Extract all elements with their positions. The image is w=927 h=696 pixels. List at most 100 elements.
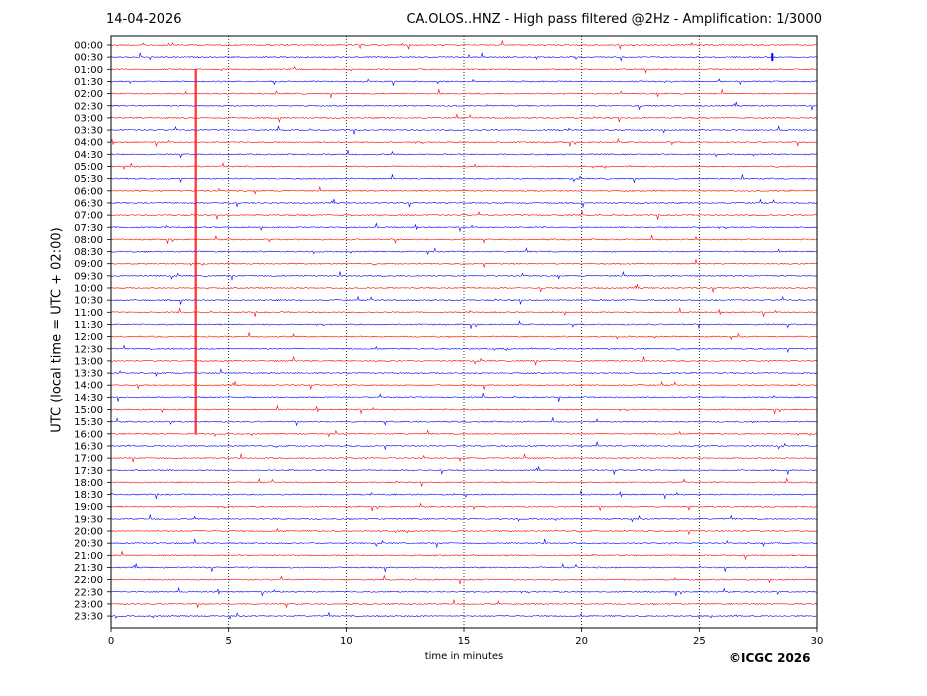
x-tick-label: 30 xyxy=(811,636,824,647)
trace-row xyxy=(110,538,818,549)
row-label: 11:00 xyxy=(74,308,103,319)
row-label: 19:30 xyxy=(74,514,103,525)
row-label: 10:30 xyxy=(74,296,103,307)
row-label: 14:30 xyxy=(74,393,103,404)
row-label: 17:00 xyxy=(74,454,103,465)
trace-row xyxy=(110,270,818,281)
row-label: 06:30 xyxy=(74,198,103,209)
row-label: 21:30 xyxy=(74,563,103,574)
trace-row xyxy=(110,344,818,354)
chart-date: 14-04-2026 xyxy=(106,12,182,27)
row-label: 17:30 xyxy=(74,466,103,477)
row-label: 00:30 xyxy=(74,53,103,64)
row-label: 23:30 xyxy=(74,612,103,623)
trace-row xyxy=(110,210,818,220)
trace-row xyxy=(110,611,818,620)
trace-row xyxy=(110,550,818,560)
trace-row xyxy=(110,429,818,438)
trace-row xyxy=(110,149,818,159)
row-label: 03:30 xyxy=(74,126,103,137)
trace-row xyxy=(110,162,818,171)
row-label: 11:30 xyxy=(74,320,103,331)
trace-row xyxy=(110,356,818,366)
x-tick-label: 5 xyxy=(225,636,231,647)
trace-row xyxy=(110,404,818,415)
trace-row xyxy=(110,307,818,318)
row-label: 18:30 xyxy=(74,490,103,501)
row-label: 15:00 xyxy=(74,405,103,416)
row-label: 20:00 xyxy=(74,527,103,538)
chart-title: CA.OLOS..HNZ - High pass filtered @2Hz -… xyxy=(406,12,822,27)
copyright: ©ICGC 2026 xyxy=(729,651,811,665)
row-label: 15:30 xyxy=(74,417,103,428)
trace-row xyxy=(110,101,818,111)
trace-row xyxy=(110,393,818,402)
row-label: 19:00 xyxy=(74,502,103,513)
row-label: 06:00 xyxy=(74,186,103,197)
row-label: 18:00 xyxy=(74,478,103,489)
trace-row xyxy=(110,174,818,184)
trace-row xyxy=(110,367,818,377)
row-label: 22:00 xyxy=(74,575,103,586)
row-label: 22:30 xyxy=(74,587,103,598)
trace-row xyxy=(110,320,818,330)
row-label: 08:00 xyxy=(74,235,103,246)
trace-row xyxy=(110,514,818,523)
x-axis-label: time in minutes xyxy=(424,651,504,662)
row-label: 14:00 xyxy=(74,381,103,392)
row-label: 04:00 xyxy=(74,138,103,149)
trace-row xyxy=(110,65,818,74)
trace-row xyxy=(110,284,818,293)
trace-row xyxy=(110,247,818,256)
x-axis: 0 5 10 15 20 25 30 xyxy=(108,628,824,647)
event-spike xyxy=(194,69,197,434)
trace-row xyxy=(110,599,818,609)
row-label: 03:00 xyxy=(74,113,103,124)
trace-row xyxy=(110,185,818,195)
row-label: 13:30 xyxy=(74,369,103,380)
trace-row xyxy=(110,235,818,245)
row-label: 05:30 xyxy=(74,174,103,185)
row-label: 21:00 xyxy=(74,551,103,562)
trace-row xyxy=(110,88,818,99)
row-label: 09:30 xyxy=(74,271,103,282)
row-label: 04:30 xyxy=(74,150,103,161)
row-label: 09:00 xyxy=(74,259,103,270)
trace-row xyxy=(110,466,818,475)
gridlines xyxy=(228,36,700,628)
trace-row xyxy=(110,453,818,464)
x-tick-label: 0 xyxy=(108,636,114,647)
trace-row xyxy=(110,477,818,487)
row-label: 10:00 xyxy=(74,284,103,295)
row-label: 13:00 xyxy=(74,356,103,367)
x-tick-label: 15 xyxy=(458,636,471,647)
row-label: 20:30 xyxy=(74,539,103,550)
trace-row xyxy=(110,441,818,451)
trace-row xyxy=(110,562,818,572)
x-tick-label: 10 xyxy=(340,636,353,647)
row-label: 07:00 xyxy=(74,211,103,222)
trace-row xyxy=(110,417,818,427)
row-label: 01:30 xyxy=(74,77,103,88)
x-tick-label: 25 xyxy=(693,636,706,647)
row-label: 02:30 xyxy=(74,101,103,112)
traces xyxy=(110,40,818,620)
trace-row xyxy=(110,586,818,597)
row-label: 05:00 xyxy=(74,162,103,173)
trace-row xyxy=(110,198,818,208)
row-label: 16:00 xyxy=(74,429,103,440)
row-label: 07:30 xyxy=(74,223,103,234)
row-label: 08:30 xyxy=(74,247,103,258)
row-label: 12:30 xyxy=(74,344,103,355)
row-label: 00:00 xyxy=(74,41,103,52)
row-label: 12:00 xyxy=(74,332,103,343)
row-label: 23:00 xyxy=(74,599,103,610)
trace-row xyxy=(110,332,818,341)
trace-row xyxy=(110,113,818,123)
trace-row xyxy=(110,137,818,148)
trace-row xyxy=(111,295,818,305)
trace-row xyxy=(110,78,818,86)
row-label: 02:00 xyxy=(74,89,103,100)
